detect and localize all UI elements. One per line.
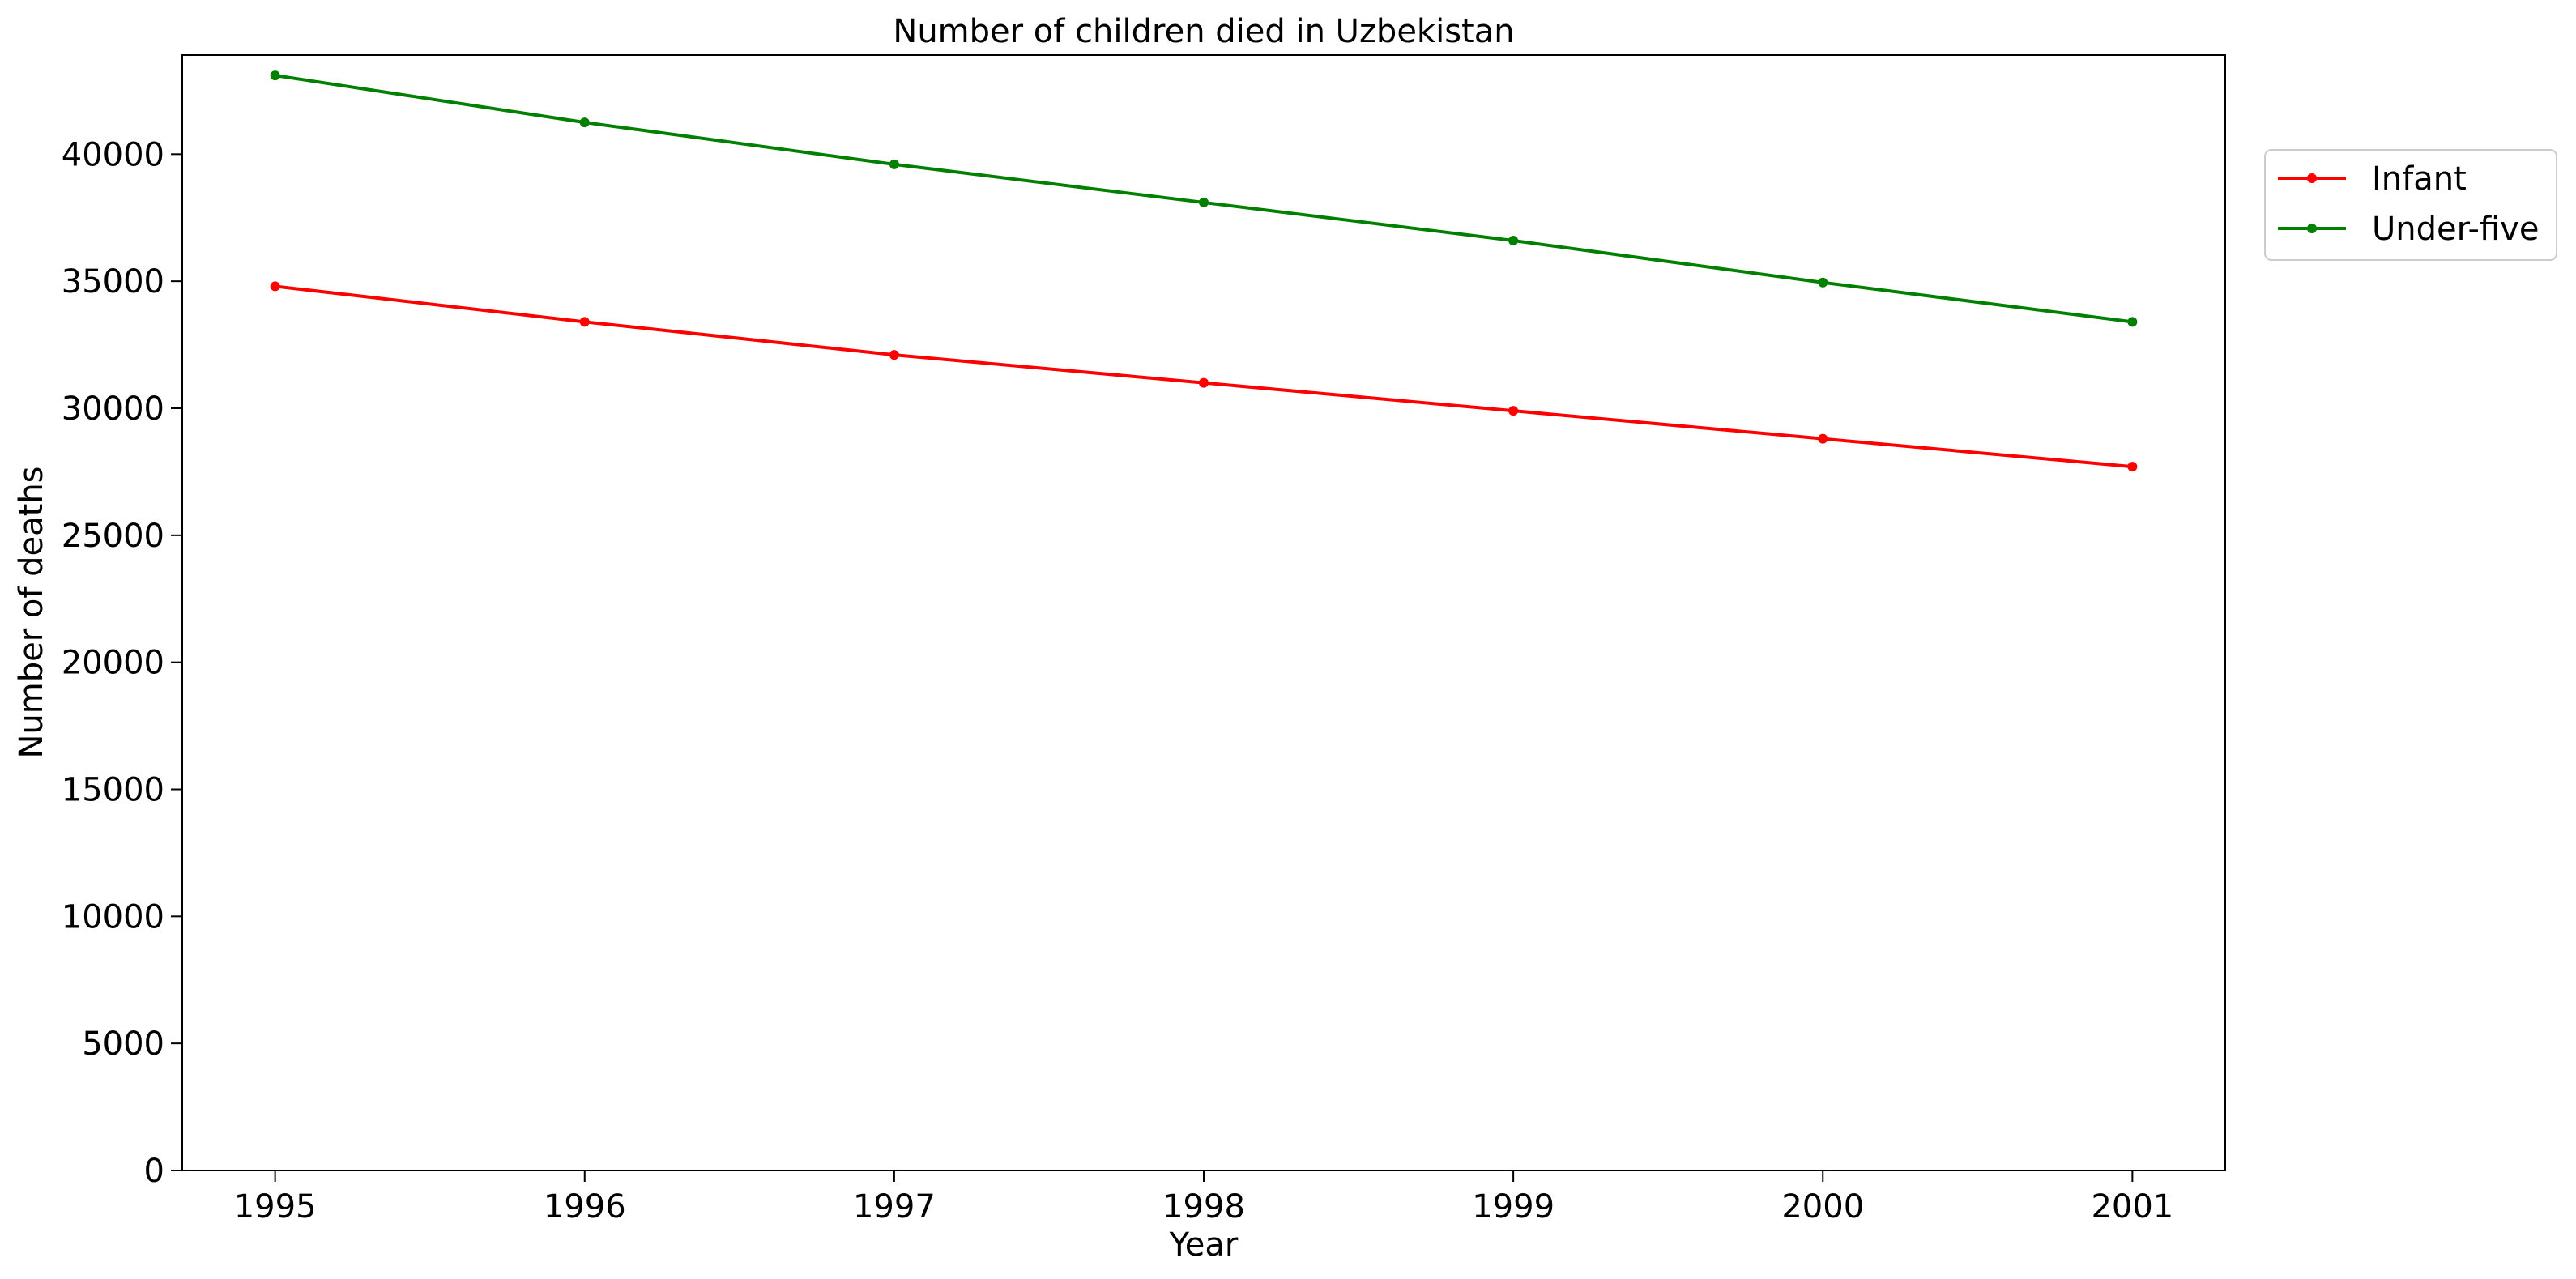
y-tick-label: 10000 xyxy=(62,898,164,936)
x-tick-label: 1998 xyxy=(1162,1188,1245,1226)
plot-background xyxy=(182,55,2225,1170)
data-point-under-five xyxy=(2127,317,2138,327)
legend-marker-infant xyxy=(2307,173,2317,183)
y-tick-label: 0 xyxy=(144,1153,164,1190)
data-point-under-five xyxy=(1508,235,1519,245)
y-axis-label: Number of deaths xyxy=(13,466,50,758)
data-point-infant xyxy=(1818,433,1828,444)
y-tick-label: 40000 xyxy=(62,136,164,173)
data-point-infant xyxy=(889,350,899,360)
x-tick-label: 1995 xyxy=(234,1188,317,1226)
x-tick-label: 2000 xyxy=(1781,1188,1864,1226)
plot-area xyxy=(182,55,2225,1170)
legend-label-infant: Infant xyxy=(2372,160,2467,198)
x-tick-label: 1999 xyxy=(1472,1188,1555,1226)
data-point-under-five xyxy=(1818,277,1828,288)
legend: Infant Under-five xyxy=(2264,149,2557,261)
legend-marker-under-five xyxy=(2307,224,2317,233)
x-axis-ticks: 1995 1996 1997 1998 1999 2000 2001 xyxy=(234,1170,2173,1226)
data-point-infant xyxy=(2127,462,2138,472)
data-point-under-five xyxy=(270,70,280,81)
plot-frame xyxy=(181,54,2226,1171)
data-point-infant xyxy=(270,281,280,292)
y-tick-label: 15000 xyxy=(62,771,164,808)
x-tick-label: 2001 xyxy=(2091,1188,2173,1226)
data-point-infant xyxy=(1508,406,1519,416)
y-axis-ticks: 0 5000 10000 15000 20000 25000 30000 35000 40000 xyxy=(62,136,182,1190)
x-tick-label: 1996 xyxy=(544,1188,626,1226)
y-tick-label: 35000 xyxy=(62,263,164,301)
x-tick-label: 1997 xyxy=(853,1188,936,1226)
y-tick-label: 20000 xyxy=(62,645,164,682)
chart-title: Number of children died in Uzbekistan xyxy=(893,13,1514,50)
data-point-infant xyxy=(579,317,590,327)
y-tick-label: 25000 xyxy=(62,518,164,555)
data-point-under-five xyxy=(579,117,590,128)
series-group xyxy=(270,70,2138,472)
data-point-infant xyxy=(1199,377,1209,388)
x-axis-label: Year xyxy=(1169,1226,1239,1264)
legend-label-under-five: Under-five xyxy=(2372,211,2539,248)
y-tick-label: 30000 xyxy=(62,390,164,428)
data-point-under-five xyxy=(889,159,899,169)
y-tick-label: 5000 xyxy=(82,1025,164,1063)
data-point-under-five xyxy=(1199,197,1209,207)
